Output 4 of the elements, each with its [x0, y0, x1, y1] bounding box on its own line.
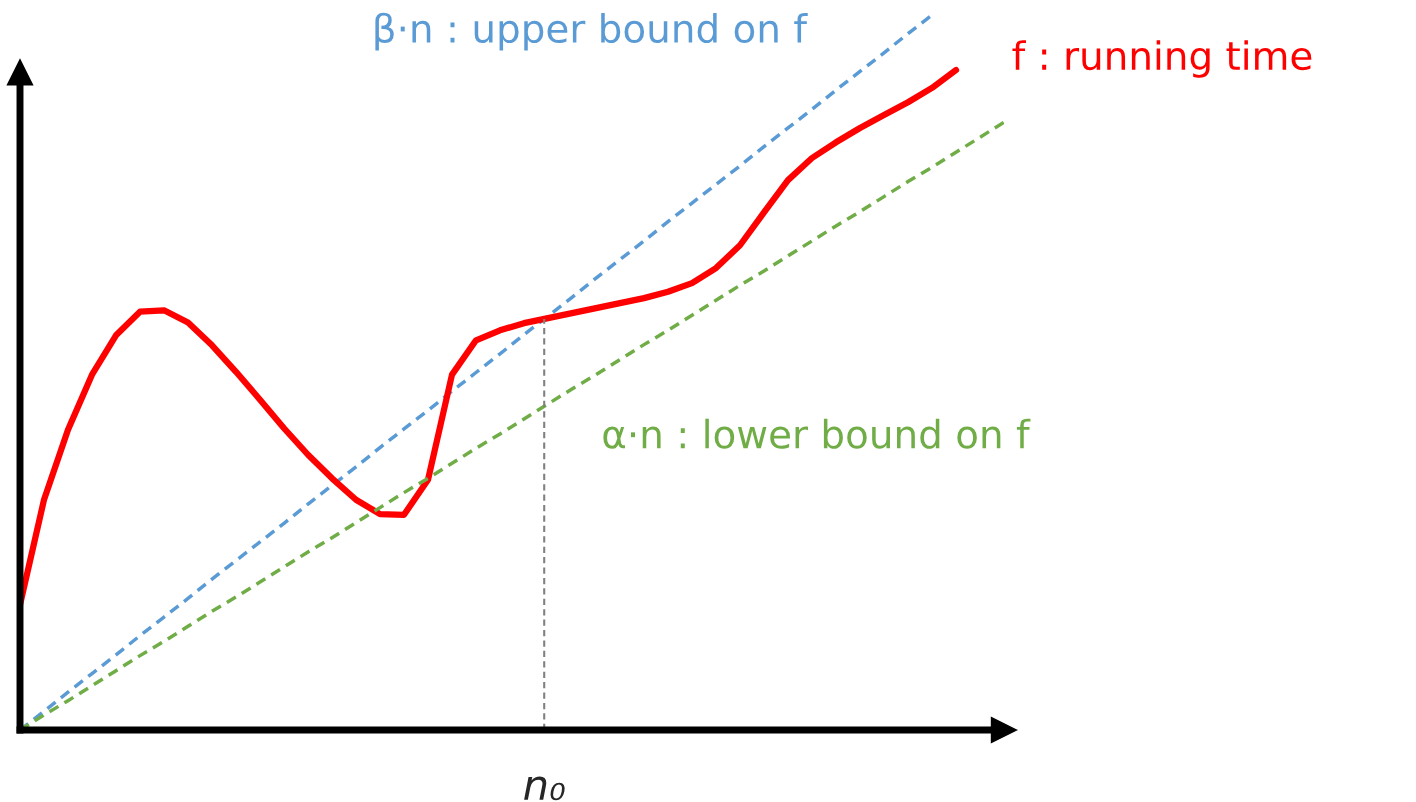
- series-label: β·n : upper bound on f: [375, 12, 808, 51]
- series-label: f : running time: [1012, 40, 1312, 78]
- text: n₀: [524, 776, 565, 801]
- series-label: α·n : lower bound on f: [603, 418, 1031, 449]
